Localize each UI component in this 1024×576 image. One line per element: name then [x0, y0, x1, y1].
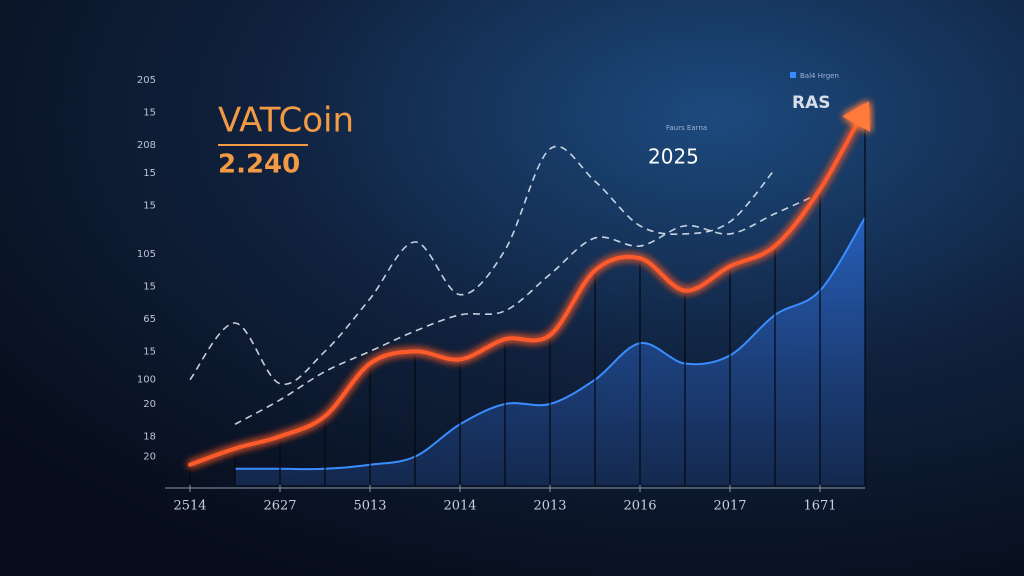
x-tick-label: 2013 — [533, 499, 566, 514]
legend-swatch — [790, 72, 796, 78]
y-tick-label: 15 — [143, 282, 156, 293]
y-tick-label: 208 — [137, 140, 156, 151]
glow-line — [188, 106, 867, 467]
chart-title: VATCoin — [218, 101, 354, 141]
y-tick-label: 20 — [143, 399, 156, 410]
y-tick-label: 15 — [143, 168, 156, 179]
y-tick-label: 205 — [137, 75, 156, 86]
annotation: Faurs Earna — [666, 124, 707, 132]
annotation: Bal4 Hrgen — [800, 72, 839, 80]
x-tick-label: 5013 — [353, 499, 386, 514]
annotation: 2025 — [648, 145, 699, 169]
chart-subtitle: 2.240 — [218, 150, 300, 180]
x-tick-label: 2016 — [623, 499, 656, 514]
y-tick-label: 65 — [143, 314, 156, 325]
area-fill — [235, 217, 865, 485]
y-tick-label: 20 — [143, 452, 156, 463]
x-tick-label: 2627 — [263, 499, 296, 514]
y-tick-label: 15 — [143, 346, 156, 357]
annotation: RAS — [792, 93, 831, 113]
arrow-head — [842, 101, 871, 132]
y-tick-label: 15 — [143, 201, 156, 212]
x-tick-label: 2014 — [443, 499, 476, 514]
y-tick-label: 105 — [137, 249, 156, 260]
x-tick-label: 2017 — [713, 499, 746, 514]
dashed-line — [189, 145, 776, 386]
y-tick-label: 15 — [143, 107, 156, 118]
y-tick-label: 18 — [143, 431, 156, 442]
x-tick-label: 2514 — [173, 499, 206, 514]
x-tick-label: 1671 — [803, 499, 836, 514]
y-tick-label: 100 — [137, 375, 156, 386]
dashed-line — [234, 192, 821, 425]
